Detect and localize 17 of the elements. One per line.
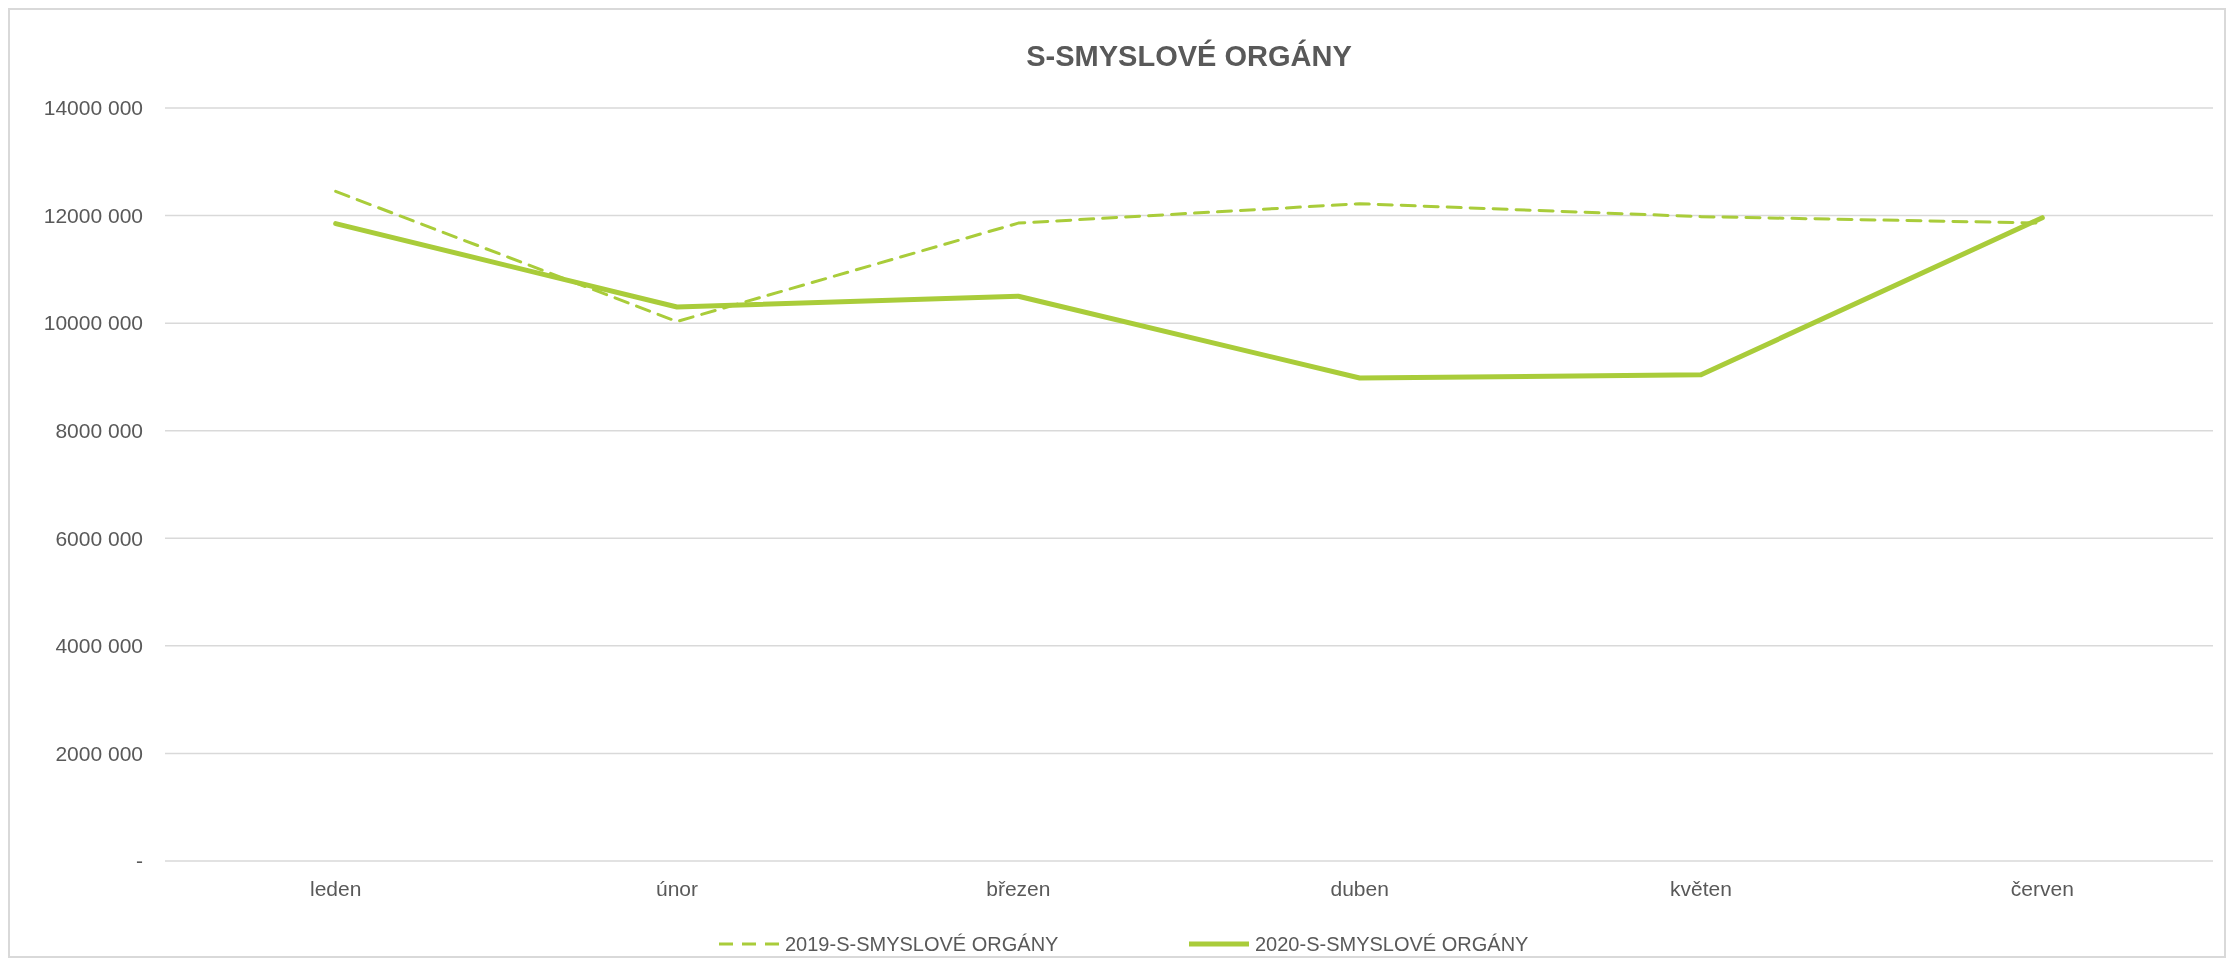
y-tick-label: 2000 000 bbox=[55, 741, 143, 765]
y-tick-label: 6000 000 bbox=[55, 526, 143, 550]
y-tick-label: 10000 000 bbox=[43, 311, 143, 335]
chart-title: S-SMYSLOVÉ ORGÁNY bbox=[1026, 39, 1352, 72]
y-tick-label: 14000 000 bbox=[43, 96, 143, 120]
y-tick-label: 8000 000 bbox=[55, 419, 143, 443]
y-tick-label: 12000 000 bbox=[43, 203, 143, 227]
x-tick-label: duben bbox=[1330, 877, 1389, 900]
x-tick-label: květen bbox=[1670, 877, 1732, 900]
legend-label: 2019-S-SMYSLOVÉ ORGÁNY bbox=[785, 933, 1059, 955]
y-tick-label: 4000 000 bbox=[55, 634, 143, 658]
y-tick-label: - bbox=[136, 849, 143, 873]
x-tick-label: únor bbox=[655, 877, 699, 900]
x-tick-label: leden bbox=[309, 877, 362, 900]
x-tick-label: červen bbox=[2010, 877, 2074, 900]
x-tick-label: březen bbox=[986, 877, 1051, 900]
legend-label: 2020-S-SMYSLOVÉ ORGÁNY bbox=[1255, 933, 1529, 955]
